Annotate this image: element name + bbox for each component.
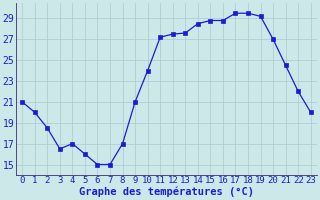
X-axis label: Graphe des températures (°C): Graphe des températures (°C) (79, 187, 254, 197)
